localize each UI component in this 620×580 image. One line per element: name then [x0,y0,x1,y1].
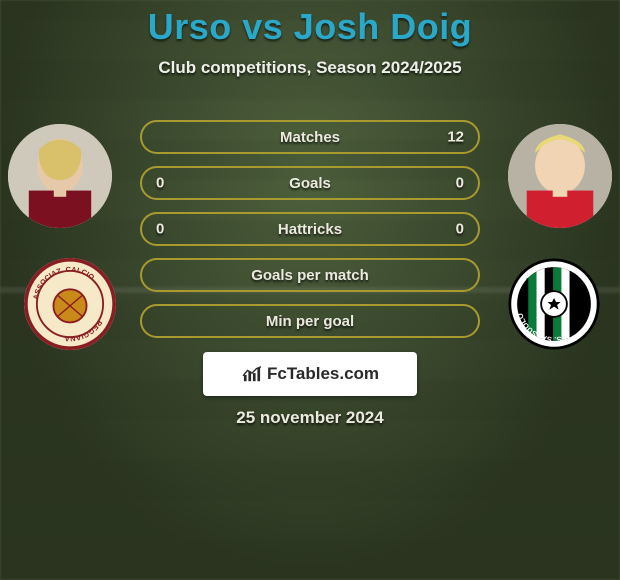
stats-container: Matches 12 0 Goals 0 0 Hattricks 0 Goals… [140,120,480,350]
stat-right-value: 0 [456,221,464,238]
subtitle: Club competitions, Season 2024/2025 [0,58,620,78]
stat-row-min-per-goal: Min per goal [140,304,480,338]
card: Urso vs Josh Doig Club competitions, Sea… [0,0,620,580]
page-title: Urso vs Josh Doig [0,0,620,48]
bar-chart-icon [241,365,263,383]
stat-right-value: 0 [456,175,464,192]
attribution-text: FcTables.com [267,364,379,384]
stat-label: Goals [289,175,331,192]
club-badge-icon: ASSOCIAZ. CALCIO REGGIANA [24,258,116,350]
stat-row-matches: Matches 12 [140,120,480,154]
stat-row-hattricks: 0 Hattricks 0 [140,212,480,246]
player-photo-left [8,124,112,228]
stat-label: Goals per match [251,267,369,284]
club-logo-right: U.S. SASSUOLO [508,258,600,350]
player-silhouette-icon [508,124,612,228]
club-badge-icon: U.S. SASSUOLO [508,256,600,352]
stat-right-value: 12 [447,129,464,146]
stat-left-value: 0 [156,221,164,238]
stat-label: Matches [280,129,340,146]
attribution-badge: FcTables.com [203,352,417,396]
player-photo-right [508,124,612,228]
stat-label: Hattricks [278,221,342,238]
club-logo-left: ASSOCIAZ. CALCIO REGGIANA [24,258,116,350]
stat-label: Min per goal [266,313,354,330]
player-silhouette-icon [8,124,112,228]
stat-left-value: 0 [156,175,164,192]
stat-row-goals-per-match: Goals per match [140,258,480,292]
stat-row-goals: 0 Goals 0 [140,166,480,200]
date-text: 25 november 2024 [0,408,620,428]
